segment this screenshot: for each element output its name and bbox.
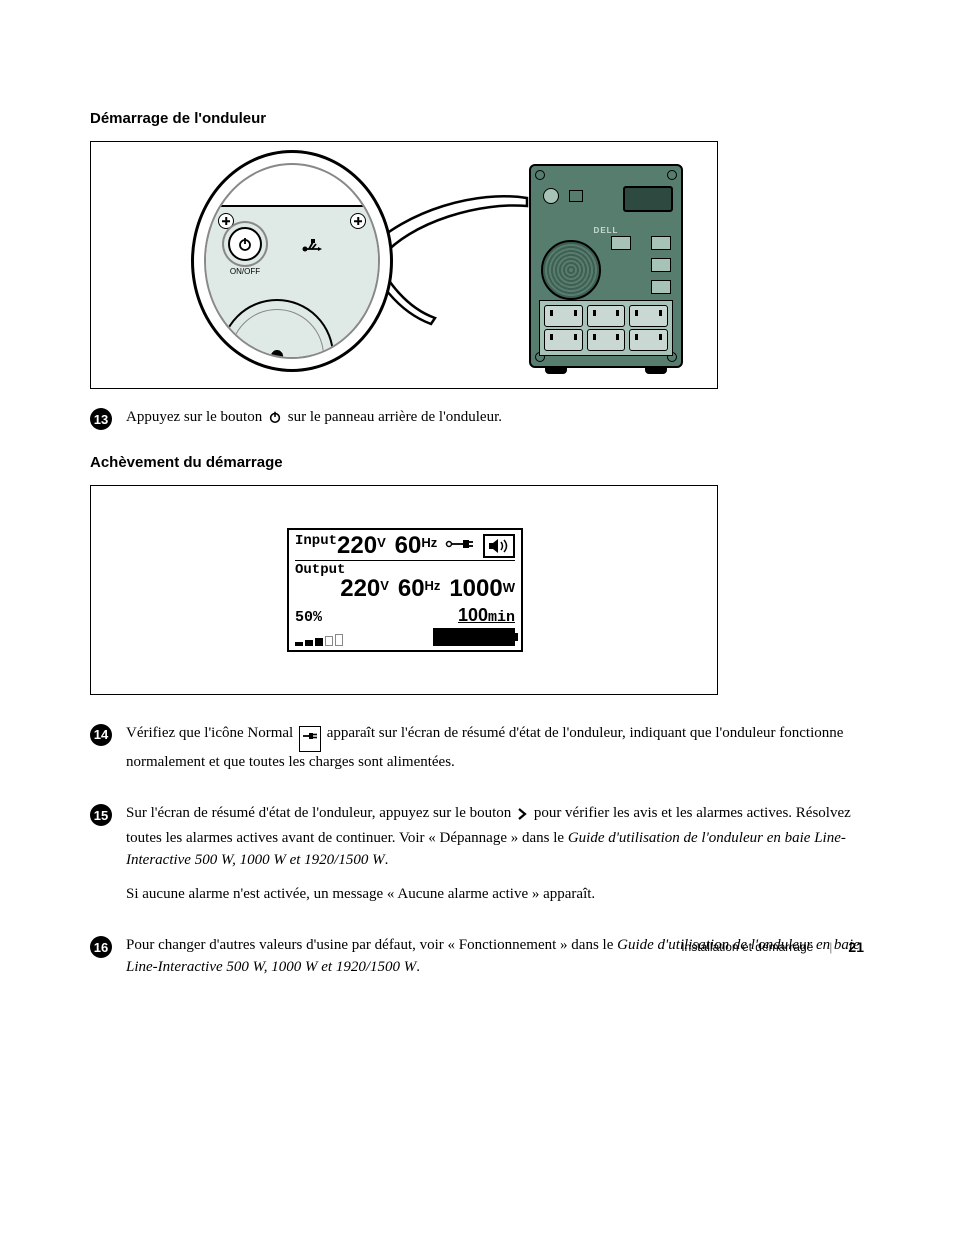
manual-page: Démarrage de l'onduleur DELL (0, 0, 954, 1235)
footer-page-number: 21 (848, 939, 864, 955)
step16-text-before: Pour changer d'autres valeurs d'usine pa… (126, 937, 617, 953)
step13-text-before: Appuyez sur le bouton (126, 409, 266, 425)
footer-separator: | (829, 940, 832, 954)
load-bar-segment (325, 636, 333, 646)
step14-text-before: Vérifiez que l'icône Normal (126, 725, 297, 741)
chevron-right-icon (517, 806, 528, 828)
lcd-output-label: Output (295, 563, 345, 577)
step13-text-after: sur le panneau arrière de l'onduleur. (288, 409, 502, 425)
step15-p1-before: Sur l'écran de résumé d'état de l'ondule… (126, 805, 515, 821)
lcd-load-percent: 50% (295, 609, 322, 626)
footer-section: Installation et démarrage (681, 940, 813, 954)
load-bar-segment (315, 638, 323, 646)
heading-completion: Achèvement du démarrage (90, 454, 864, 471)
step15-p1-end: . (385, 852, 389, 868)
figure-lcd-status: Input 220V 60Hz (90, 485, 718, 695)
load-bar-segment (335, 634, 343, 646)
step-number-badge: 15 (90, 804, 112, 826)
usb-icon (300, 235, 322, 253)
step16-text-end: . (416, 959, 420, 975)
speaker-icon (483, 534, 515, 558)
onoff-label: ON/OFF (228, 267, 262, 276)
fan-grille-detail (220, 299, 334, 359)
figure-ups-rear: DELL (90, 141, 718, 389)
step15-p2: Si aucune alarme n'est activée, un messa… (126, 884, 864, 906)
lcd-input-hz-unit: Hz (421, 535, 437, 550)
heading-startup: Démarrage de l'onduleur (90, 110, 864, 127)
power-icon (268, 410, 282, 432)
lcd-load-bars (295, 632, 343, 646)
step-15: 15 Sur l'écran de résumé d'état de l'ond… (90, 803, 864, 917)
lcd-battery-icon (433, 628, 515, 646)
step-13: 13 Appuyez sur le bouton sur le panneau … (90, 407, 864, 444)
lcd-screen: Input 220V 60Hz (287, 528, 523, 652)
step-number-badge: 14 (90, 724, 112, 746)
lcd-output-w-unit: W (503, 580, 515, 595)
lcd-output-hz-unit: Hz (425, 578, 441, 593)
lcd-output-v-unit: V (380, 578, 389, 593)
step-number-badge: 13 (90, 408, 112, 430)
load-bar-segment (305, 640, 313, 646)
lcd-runtime-value: 100 (458, 605, 488, 625)
step-number-badge: 16 (90, 936, 112, 958)
lcd-output-watt: 1000 (449, 575, 502, 602)
power-button-detail: ON/OFF (228, 227, 262, 276)
normal-status-icon (299, 726, 321, 752)
plug-icon (445, 537, 475, 555)
lcd-output-voltage: 220 (340, 575, 380, 602)
page-footer: Installation et démarrage | 21 (681, 939, 864, 955)
load-bar-segment (295, 642, 303, 646)
power-icon (237, 236, 253, 252)
lcd-input-freq: 60 (395, 532, 422, 559)
lcd-runtime-unit: min (488, 609, 515, 626)
step-14: 14 Vérifiez que l'icône Normal apparaît … (90, 723, 864, 786)
ups-brand-label: DELL (531, 226, 681, 235)
usb-icon-detail (300, 235, 322, 258)
callout-magnifier: ON/OFF (191, 150, 393, 372)
lcd-input-voltage: 220 (337, 532, 377, 559)
lcd-input-v-unit: V (377, 535, 386, 550)
lcd-input-label: Input (295, 534, 337, 548)
ups-rear-illustration: DELL (529, 164, 683, 368)
lcd-output-freq: 60 (398, 575, 425, 602)
